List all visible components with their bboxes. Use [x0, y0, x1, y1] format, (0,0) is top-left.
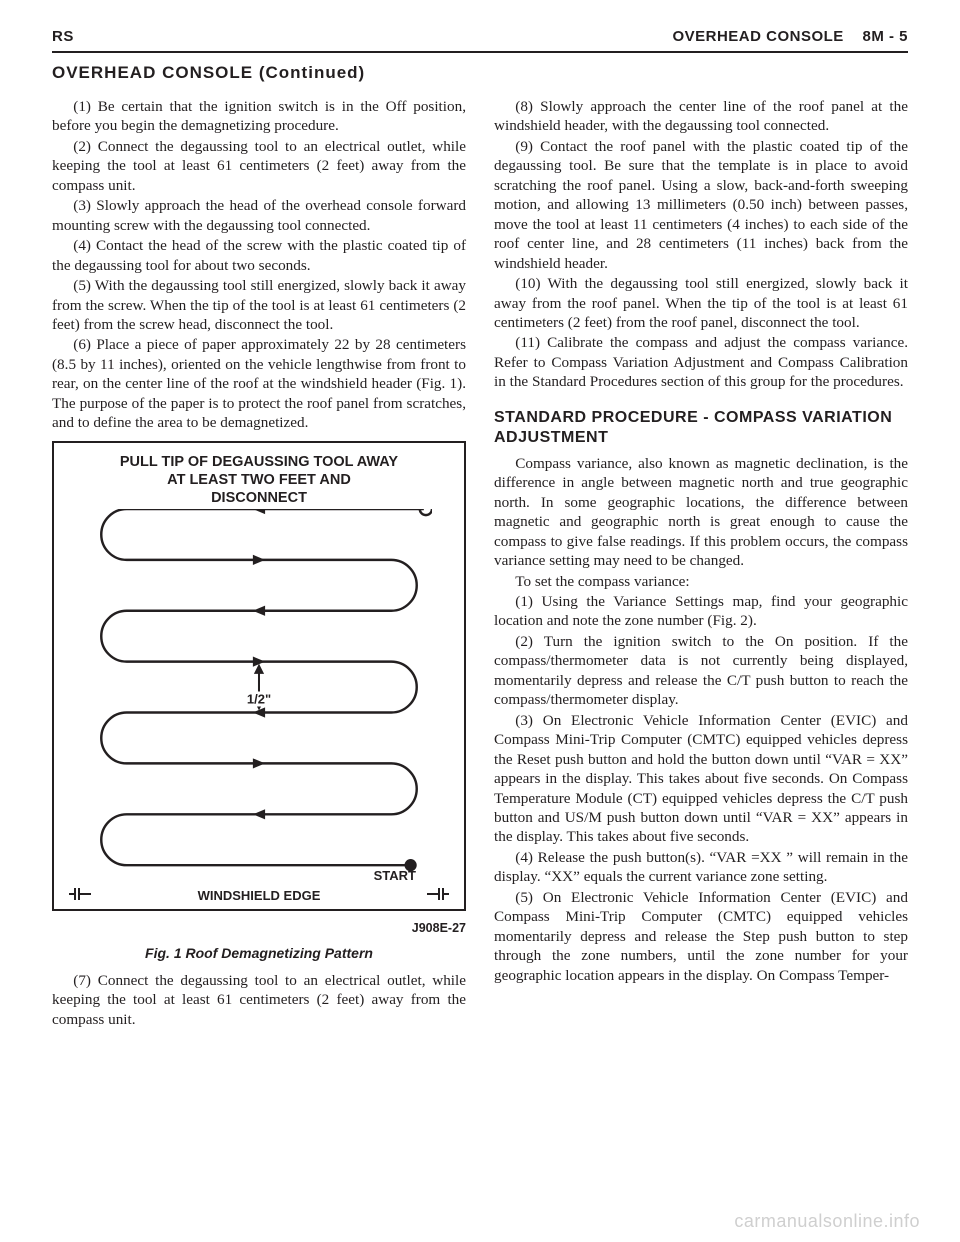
figure-bottom-row: WINDSHIELD EDGE: [54, 888, 464, 903]
right-column: (8) Slowly approach the center line of t…: [494, 97, 908, 1030]
body-columns: (1) Be certain that the ignition switch …: [52, 97, 908, 1030]
footer-watermark: carmanualsonline.info: [734, 1211, 920, 1232]
figure-half-label: 1/2": [243, 692, 275, 707]
fig-line3: DISCONNECT: [211, 490, 307, 506]
figure-code: J908E-27: [52, 921, 466, 935]
bracket-right-icon: [424, 888, 452, 903]
right-p2: (9) Contact the roof panel with the plas…: [494, 137, 908, 273]
fig-line1: PULL TIP OF DEGAUSSING TOOL AWAY: [120, 454, 398, 470]
right-p5: Compass variance, also known as magnetic…: [494, 454, 908, 571]
right-p10: (4) Release the push button(s). “VAR =XX…: [494, 848, 908, 887]
header-rule: [52, 51, 908, 53]
right-p6: To set the compass variance:: [494, 572, 908, 591]
left-p3: (3) Slowly approach the head of the over…: [52, 196, 466, 235]
figure-edge-label: WINDSHIELD EDGE: [94, 888, 424, 903]
bracket-left-icon: [66, 888, 94, 903]
header-section: OVERHEAD CONSOLE: [672, 28, 843, 45]
figure-box: PULL TIP OF DEGAUSSING TOOL AWAY AT LEAS…: [52, 441, 466, 911]
sub-heading: STANDARD PROCEDURE - COMPASS VARIATION A…: [494, 408, 908, 448]
left-p1: (1) Be certain that the ignition switch …: [52, 97, 466, 136]
right-p1: (8) Slowly approach the center line of t…: [494, 97, 908, 136]
header-page: 8M - 5: [862, 28, 908, 45]
left-p7: (7) Connect the degaussing tool to an el…: [52, 971, 466, 1029]
figure-start-label: START: [374, 868, 416, 883]
section-title: OVERHEAD CONSOLE (Continued): [52, 63, 908, 83]
right-p4: (11) Calibrate the compass and adjust th…: [494, 333, 908, 391]
right-p11: (5) On Electronic Vehicle Information Ce…: [494, 888, 908, 985]
fig-line2: AT LEAST TWO FEET AND: [167, 472, 351, 488]
figure-1: PULL TIP OF DEGAUSSING TOOL AWAY AT LEAS…: [52, 441, 466, 961]
page-header: RS OVERHEAD CONSOLE 8M - 5: [52, 28, 908, 45]
header-left: RS: [52, 28, 74, 45]
figure-top-text: PULL TIP OF DEGAUSSING TOOL AWAY AT LEAS…: [54, 453, 464, 507]
right-p8: (2) Turn the ignition switch to the On p…: [494, 632, 908, 710]
right-p9: (3) On Electronic Vehicle Information Ce…: [494, 711, 908, 847]
right-p7: (1) Using the Variance Settings map, fin…: [494, 592, 908, 631]
left-p4: (4) Contact the head of the screw with t…: [52, 236, 466, 275]
right-p3: (10) With the degaussing tool still ener…: [494, 274, 908, 332]
left-p2: (2) Connect the degaussing tool to an el…: [52, 137, 466, 195]
left-p5: (5) With the degaussing tool still energ…: [52, 276, 466, 334]
left-column: (1) Be certain that the ignition switch …: [52, 97, 466, 1030]
figure-caption: Fig. 1 Roof Demagnetizing Pattern: [52, 945, 466, 961]
left-p6: (6) Place a piece of paper approximately…: [52, 335, 466, 432]
header-right: OVERHEAD CONSOLE 8M - 5: [672, 28, 908, 45]
